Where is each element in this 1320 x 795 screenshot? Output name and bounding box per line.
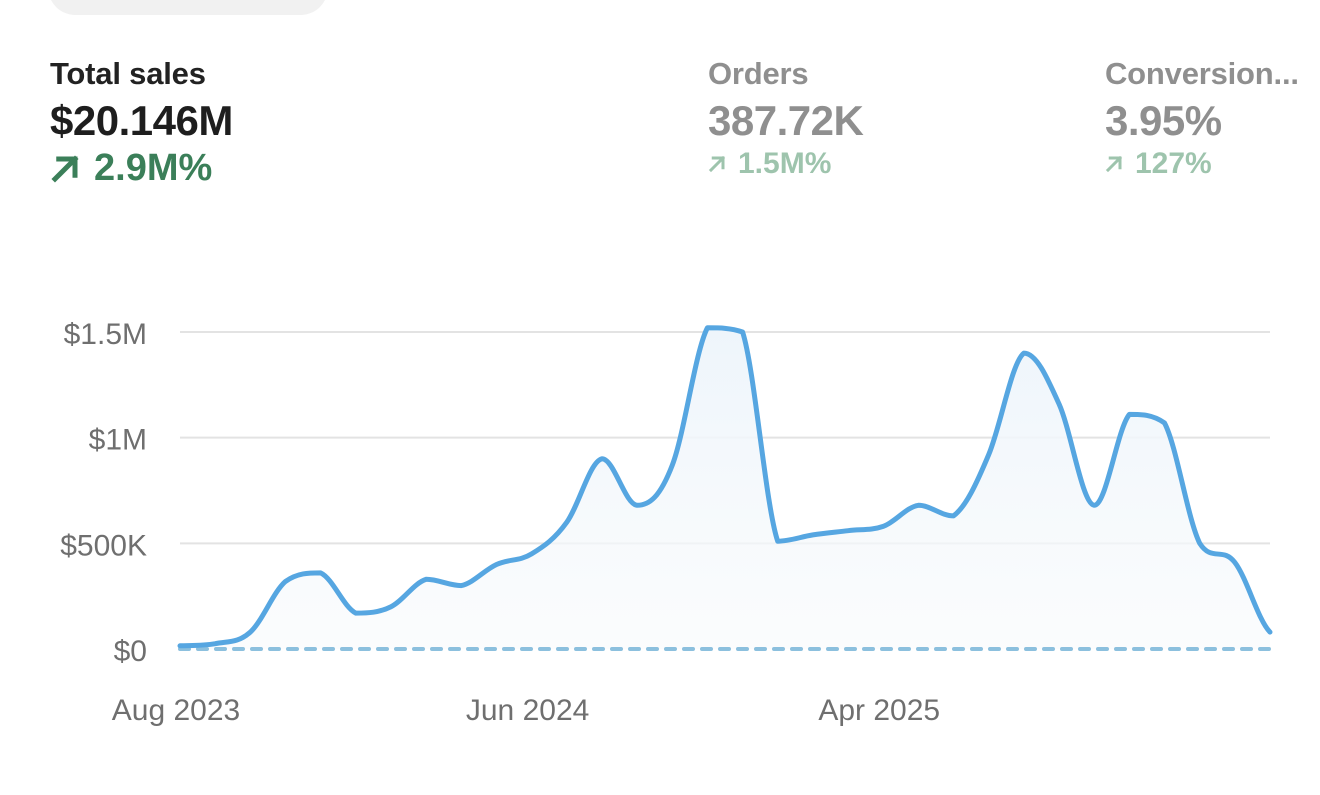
orders-metric[interactable]: Orders 387.72K 1.5M% [708, 56, 864, 181]
x-tick-label: Aug 2023 [112, 694, 240, 727]
arrow-up-right-icon [708, 155, 726, 173]
data-point [669, 462, 675, 468]
data-point [1267, 629, 1273, 635]
data-point [704, 325, 710, 331]
orders-change-value: 1.5M% [738, 147, 832, 180]
total-sales-label: Total sales [50, 56, 206, 91]
top-tab-pill[interactable] [48, 0, 328, 15]
x-tick-label: Jun 2024 [466, 694, 589, 727]
data-point [212, 641, 218, 647]
orders-value: 387.72K [708, 97, 864, 144]
data-point [740, 329, 746, 335]
data-point [634, 502, 640, 508]
series-area [180, 327, 1270, 649]
conversion-change: 127% [1105, 147, 1299, 181]
data-point [388, 604, 394, 610]
total-sales-change-value: 2.9M% [94, 147, 213, 189]
data-point [353, 610, 359, 616]
data-point [880, 523, 886, 529]
conversion-change-value: 127% [1135, 147, 1212, 180]
data-point [1126, 411, 1132, 417]
data-point [423, 576, 429, 582]
data-point [564, 519, 570, 525]
data-point [1162, 420, 1168, 426]
conversion-metric[interactable]: Conversion... 3.95% 127% [1105, 56, 1299, 181]
total-sales-change: 2.9M% [50, 147, 233, 190]
y-tick-label: $0 [114, 635, 147, 668]
total-sales-metric[interactable]: Total sales $20.146M 2.9M% [50, 56, 233, 190]
data-point [177, 643, 183, 649]
data-point [775, 538, 781, 544]
data-point [599, 456, 605, 462]
orders-change: 1.5M% [708, 147, 863, 181]
data-point [247, 629, 253, 635]
orders-label: Orders [708, 56, 809, 91]
total-sales-value: $20.146M [50, 97, 233, 144]
data-point [986, 452, 992, 458]
data-point [1197, 540, 1203, 546]
data-point [1021, 350, 1027, 356]
y-tick-label: $500K [60, 529, 147, 562]
x-tick-label: Apr 2025 [818, 694, 940, 727]
data-point [318, 570, 324, 576]
data-point [810, 532, 816, 538]
conversion-value: 3.95% [1105, 97, 1222, 144]
arrow-up-right-icon [1105, 155, 1123, 173]
data-point [1056, 401, 1062, 407]
data-point [915, 502, 921, 508]
data-point [1232, 559, 1238, 565]
data-point [845, 528, 851, 534]
series-line [177, 325, 1273, 649]
arrow-up-right-icon [51, 154, 79, 183]
data-point [951, 513, 957, 519]
data-point [458, 583, 464, 589]
data-point [282, 578, 288, 584]
y-tick-label: $1.5M [64, 318, 147, 351]
data-point [1091, 502, 1097, 508]
data-point [529, 551, 535, 557]
data-point [493, 561, 499, 567]
conversion-label: Conversion... [1105, 56, 1299, 91]
y-tick-label: $1M [89, 424, 147, 457]
